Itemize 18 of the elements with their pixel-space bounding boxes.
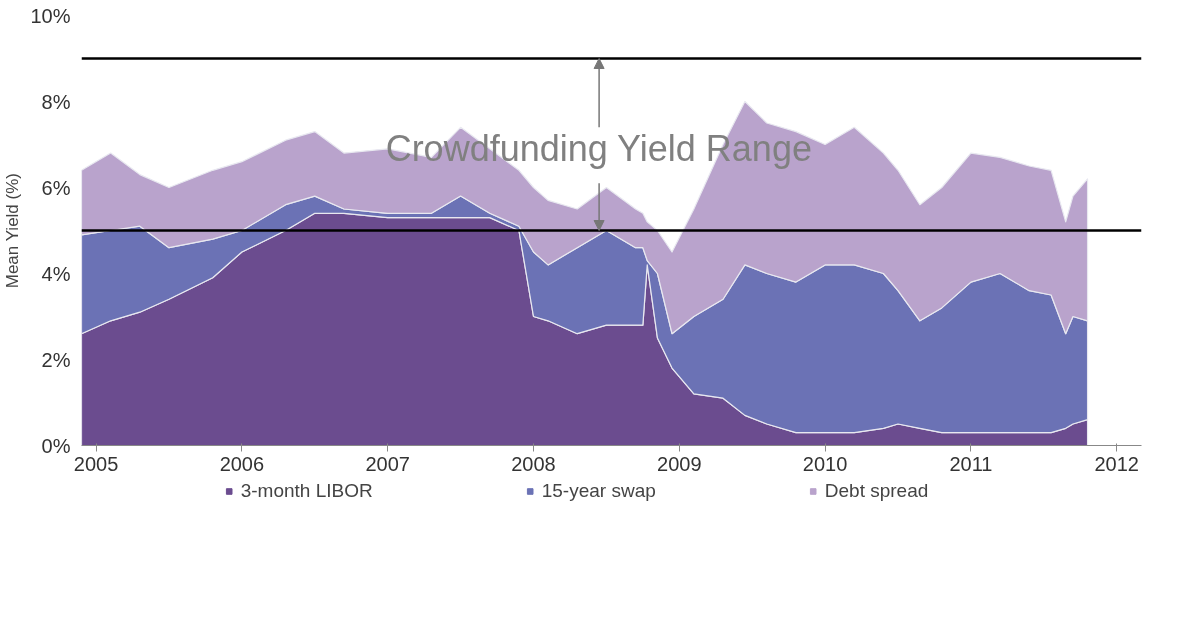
x-tick-label: 2008 <box>511 452 556 475</box>
x-tick-label: 2005 <box>73 452 119 475</box>
y-tick-label: 2% <box>41 348 71 371</box>
legend-label: Debt spread <box>824 480 929 502</box>
x-tick-label: 2006 <box>219 452 265 475</box>
y-tick-label: 4% <box>41 262 71 285</box>
y-tick-label: 10% <box>30 4 71 27</box>
x-tick-label: 2010 <box>802 452 848 475</box>
x-tick-label: 2009 <box>657 452 702 475</box>
y-tick-label: 6% <box>41 176 71 199</box>
y-tick-label: 8% <box>41 90 71 113</box>
y-tick-label: 0% <box>41 434 71 457</box>
y-axis-title: Mean Yield (%) <box>3 173 23 289</box>
legend-label: 3-month LIBOR <box>240 480 373 502</box>
x-tick-label: 2011 <box>949 452 993 475</box>
legend-label: 15-year swap <box>541 480 656 502</box>
x-tick-label: 2012 <box>1094 452 1139 475</box>
x-tick-label: 2007 <box>365 452 410 475</box>
